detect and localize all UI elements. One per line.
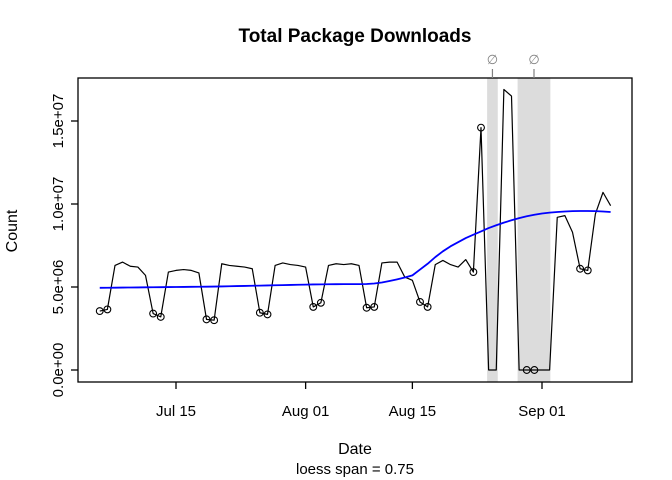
loess-curve	[99, 210, 611, 289]
y-axis-title: Count	[4, 209, 21, 253]
x-axis-title: Date	[338, 441, 372, 458]
chart-title: Total Package Downloads	[238, 26, 472, 47]
weekend-point-marker	[263, 310, 272, 319]
x-tick-label: Sep 01	[518, 403, 566, 420]
weekend-point-marker	[309, 302, 318, 311]
weekend-point-marker	[416, 297, 424, 306]
weekend-point-marker	[156, 312, 165, 321]
downloads-line	[99, 88, 612, 371]
weekend-point-marker	[362, 303, 371, 312]
missing-data-icon: ∅	[487, 52, 498, 67]
y-tick-label: 1.0e+07	[50, 177, 67, 232]
plot-frame	[77, 77, 633, 383]
x-tick-label: Jul 15	[156, 403, 196, 420]
x-tick-label: Aug 01	[282, 403, 330, 420]
y-tick-label: 1.5e+07	[50, 94, 67, 149]
weekend-point-marker	[103, 305, 112, 314]
weekend-point-marker	[202, 315, 211, 324]
weekend-point-marker	[95, 307, 104, 316]
y-tick-label: 5.0e+06	[50, 260, 67, 315]
weekend-point-marker	[370, 302, 379, 311]
weekend-point-marker	[423, 302, 432, 311]
weekend-point-marker	[316, 298, 325, 307]
y-tick-label: 0.0e+00	[50, 343, 67, 398]
missing-data-band	[487, 78, 498, 382]
weekend-point-marker	[477, 123, 485, 132]
weekend-point-marker	[576, 264, 585, 273]
missing-data-icon: ∅	[528, 52, 539, 67]
weekend-point-marker	[255, 308, 264, 317]
weekend-point-marker	[469, 268, 478, 277]
weekend-point-marker	[583, 266, 592, 275]
missing-data-band	[517, 78, 551, 382]
weekend-point-marker	[530, 366, 539, 374]
chart-subtitle: loess span = 0.75	[295, 461, 414, 478]
x-tick-label: Aug 15	[389, 403, 437, 420]
weekend-point-marker	[210, 316, 219, 325]
weekend-point-marker	[149, 309, 158, 318]
weekend-point-marker	[522, 366, 531, 374]
